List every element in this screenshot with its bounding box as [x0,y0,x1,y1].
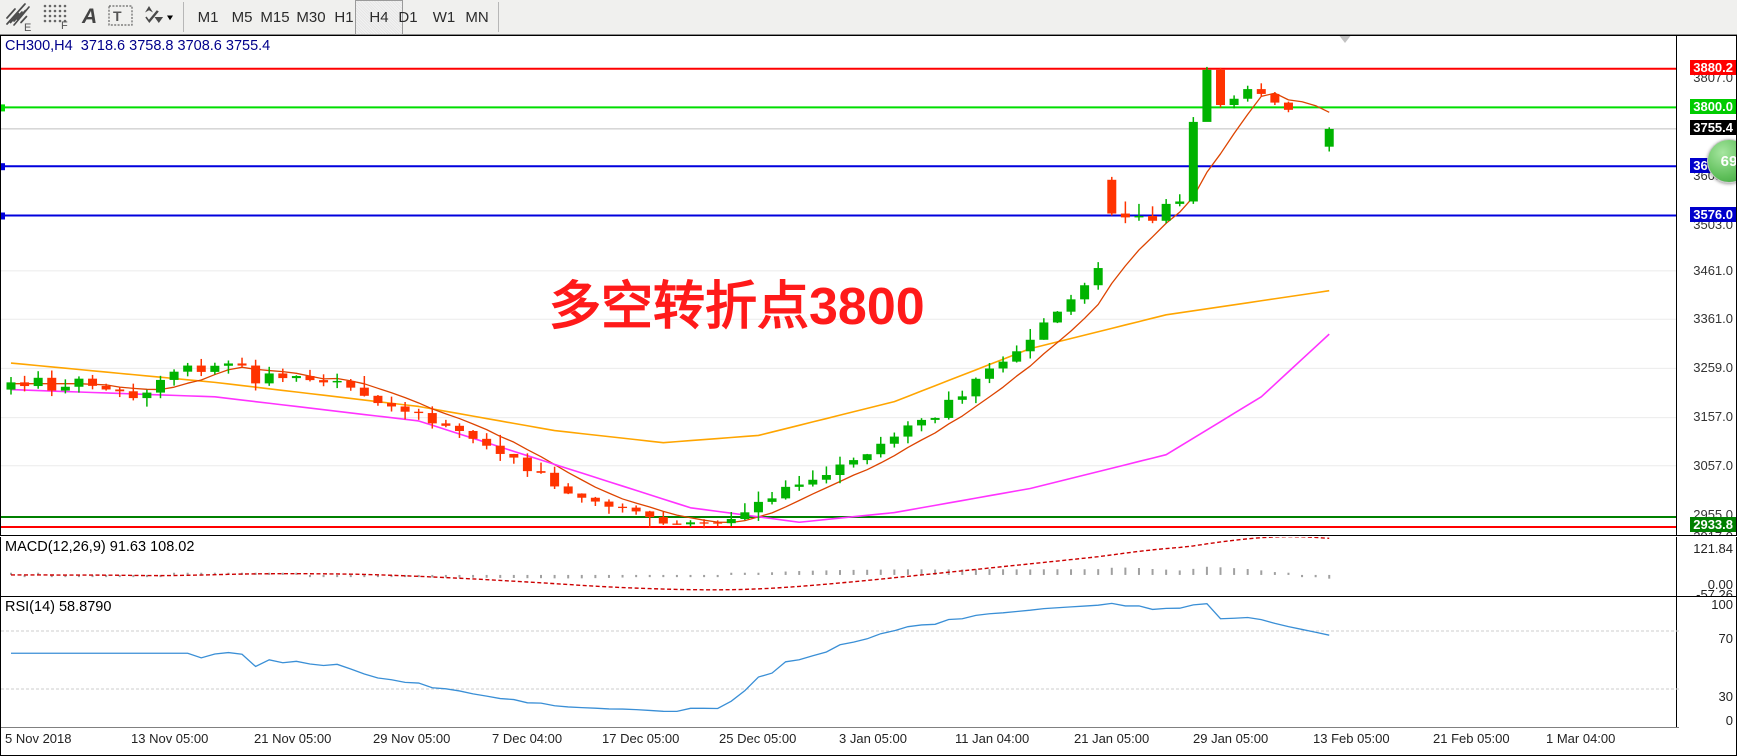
svg-text:T: T [113,8,122,24]
svg-text:E: E [24,22,31,32]
svg-text:F: F [61,20,68,30]
